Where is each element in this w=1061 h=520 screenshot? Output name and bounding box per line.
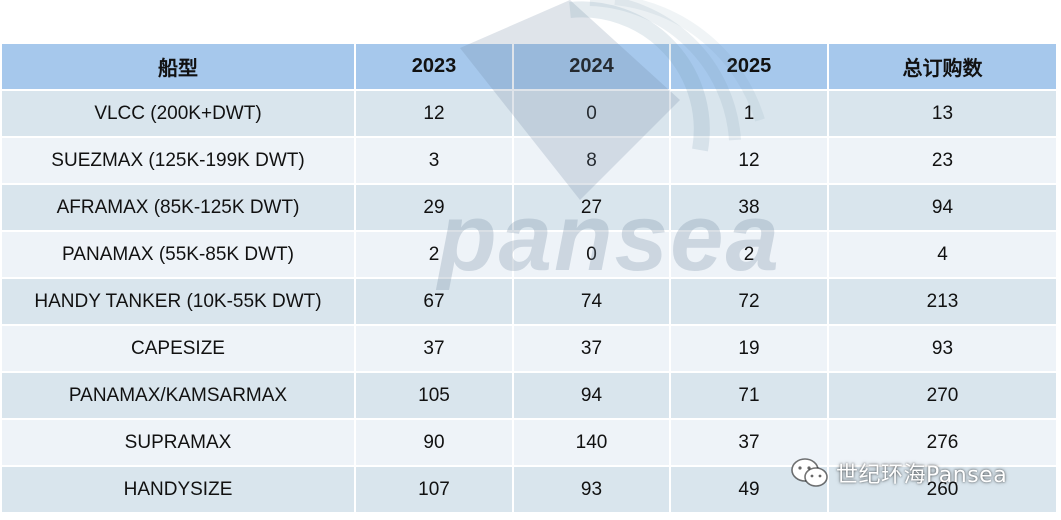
cell-year-2023: 67	[355, 278, 514, 326]
cell-year-2024: 94	[513, 372, 671, 420]
cell-ship-type: PANAMAX (55K-85K DWT)	[2, 231, 356, 279]
table-body: VLCC (200K+DWT) 12 0 1 13 SUEZMAX (125K-199K …	[2, 90, 1056, 514]
table-row: AFRAMAX (85K-125K DWT) 29 27 38 94	[2, 184, 1056, 232]
cell-ship-type: AFRAMAX (85K-125K DWT)	[2, 184, 356, 232]
header-total-orders: 总订购数	[828, 44, 1056, 91]
cell-ship-type: VLCC (200K+DWT)	[2, 90, 356, 138]
cell-year-2025: 2	[670, 231, 829, 279]
cell-total-orders: 260	[828, 466, 1056, 514]
cell-year-2025: 37	[670, 419, 829, 467]
cell-year-2023: 2	[355, 231, 514, 279]
table-row: CAPESIZE 37 37 19 93	[2, 325, 1056, 373]
orderbook-table: 船型 2023 2024 2025 总订购数 VLCC (200K+DWT) 12…	[2, 44, 1056, 514]
cell-ship-type: SUEZMAX (125K-199K DWT)	[2, 137, 356, 185]
table-row: VLCC (200K+DWT) 12 0 1 13	[2, 90, 1056, 138]
cell-total-orders: 270	[828, 372, 1056, 420]
cell-year-2024: 37	[513, 325, 671, 373]
cell-ship-type: HANDY TANKER (10K-55K DWT)	[2, 278, 356, 326]
cell-year-2023: 12	[355, 90, 514, 138]
header-row: 船型 2023 2024 2025 总订购数	[2, 44, 1056, 91]
table-row: PANAMAX (55K-85K DWT) 2 0 2 4	[2, 231, 1056, 279]
cell-year-2023: 29	[355, 184, 514, 232]
cell-total-orders: 93	[828, 325, 1056, 373]
cell-total-orders: 13	[828, 90, 1056, 138]
cell-year-2025: 38	[670, 184, 829, 232]
header-year-2025: 2025	[670, 44, 829, 91]
table-row: HANDY TANKER (10K-55K DWT) 67 74 72 213	[2, 278, 1056, 326]
table-row: HANDYSIZE 107 93 49 260	[2, 466, 1056, 514]
cell-year-2024: 27	[513, 184, 671, 232]
cell-year-2023: 3	[355, 137, 514, 185]
cell-year-2025: 12	[670, 137, 829, 185]
cell-year-2025: 19	[670, 325, 829, 373]
cell-total-orders: 94	[828, 184, 1056, 232]
table-row: PANAMAX/KAMSARMAX 105 94 71 270	[2, 372, 1056, 420]
cell-year-2025: 72	[670, 278, 829, 326]
table-row: SUEZMAX (125K-199K DWT) 3 8 12 23	[2, 137, 1056, 185]
cell-year-2023: 107	[355, 466, 514, 514]
header-year-2024: 2024	[513, 44, 671, 91]
table-row: SUPRAMAX 90 140 37 276	[2, 419, 1056, 467]
cell-year-2025: 49	[670, 466, 829, 514]
cell-year-2024: 8	[513, 137, 671, 185]
cell-year-2023: 37	[355, 325, 514, 373]
cell-total-orders: 276	[828, 419, 1056, 467]
cell-total-orders: 213	[828, 278, 1056, 326]
cell-ship-type: CAPESIZE	[2, 325, 356, 373]
cell-ship-type: PANAMAX/KAMSARMAX	[2, 372, 356, 420]
cell-total-orders: 23	[828, 137, 1056, 185]
cell-year-2025: 1	[670, 90, 829, 138]
header-year-2023: 2023	[355, 44, 514, 91]
cell-year-2024: 93	[513, 466, 671, 514]
cell-year-2024: 140	[513, 419, 671, 467]
cell-year-2023: 105	[355, 372, 514, 420]
orderbook-table-container: 船型 2023 2024 2025 总订购数 VLCC (200K+DWT) 12…	[2, 44, 1056, 520]
cell-year-2023: 90	[355, 419, 514, 467]
cell-year-2025: 71	[670, 372, 829, 420]
cell-year-2024: 74	[513, 278, 671, 326]
cell-ship-type: HANDYSIZE	[2, 466, 356, 514]
cell-year-2024: 0	[513, 90, 671, 138]
header-ship-type: 船型	[2, 44, 356, 91]
cell-year-2024: 0	[513, 231, 671, 279]
table-header: 船型 2023 2024 2025 总订购数	[2, 44, 1056, 91]
cell-ship-type: SUPRAMAX	[2, 419, 356, 467]
cell-total-orders: 4	[828, 231, 1056, 279]
